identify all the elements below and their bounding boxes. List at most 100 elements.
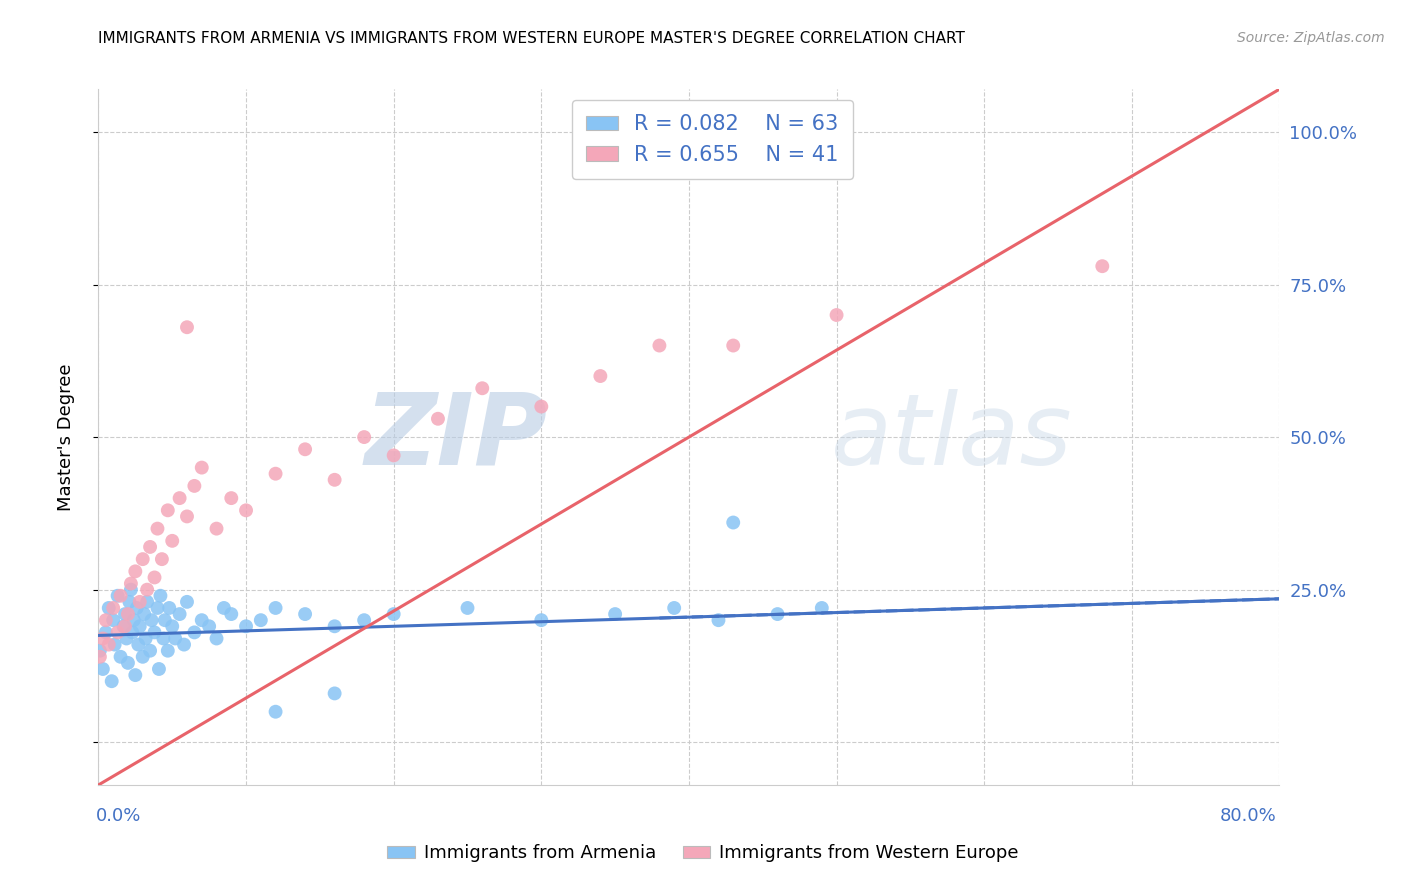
Point: [294, 442, 316, 457]
Point: [97, 601, 120, 615]
Point: [141, 613, 163, 627]
Point: [382, 449, 405, 463]
Point: [117, 607, 139, 621]
Point: [205, 632, 228, 646]
Point: [530, 400, 553, 414]
Point: [149, 589, 172, 603]
Point: [143, 570, 166, 584]
Point: [589, 369, 612, 384]
Point: [382, 607, 405, 621]
Point: [146, 522, 169, 536]
Point: [143, 625, 166, 640]
Point: [176, 509, 198, 524]
Point: [146, 601, 169, 615]
Point: [264, 601, 287, 615]
Point: [120, 576, 142, 591]
Point: [191, 613, 214, 627]
Point: [100, 674, 122, 689]
Text: Source: ZipAtlas.com: Source: ZipAtlas.com: [1237, 31, 1385, 45]
Point: [323, 619, 346, 633]
Point: [156, 503, 179, 517]
Point: [353, 430, 375, 444]
Point: [135, 632, 157, 646]
Point: [169, 491, 191, 505]
Point: [235, 503, 257, 517]
Point: [198, 619, 221, 633]
Point: [162, 533, 183, 548]
Point: [707, 613, 730, 627]
Point: [205, 522, 228, 536]
Point: [114, 619, 136, 633]
Point: [114, 607, 136, 621]
Point: [124, 668, 146, 682]
Point: [89, 649, 111, 664]
Point: [471, 381, 494, 395]
Point: [150, 552, 173, 566]
Point: [139, 540, 162, 554]
Point: [107, 589, 129, 603]
Point: [183, 479, 205, 493]
Point: [124, 565, 146, 579]
Text: atlas: atlas: [831, 389, 1073, 485]
Point: [162, 619, 183, 633]
Text: ZIP: ZIP: [364, 389, 547, 485]
Text: 80.0%: 80.0%: [1220, 807, 1277, 825]
Point: [148, 662, 170, 676]
Point: [456, 601, 478, 615]
Point: [664, 601, 686, 615]
Point: [264, 467, 287, 481]
Point: [94, 613, 117, 627]
Point: [152, 632, 174, 646]
Point: [323, 473, 346, 487]
Point: [723, 516, 745, 530]
Point: [120, 582, 142, 597]
Point: [165, 632, 187, 646]
Point: [219, 607, 242, 621]
Point: [235, 619, 257, 633]
Point: [110, 649, 132, 664]
Text: IMMIGRANTS FROM ARMENIA VS IMMIGRANTS FROM WESTERN EUROPE MASTER'S DEGREE CORREL: IMMIGRANTS FROM ARMENIA VS IMMIGRANTS FR…: [98, 31, 966, 46]
Point: [103, 601, 125, 615]
Point: [176, 320, 198, 334]
Point: [132, 552, 155, 566]
Point: [183, 625, 205, 640]
Point: [97, 638, 120, 652]
Text: 0.0%: 0.0%: [96, 807, 141, 825]
Point: [91, 662, 114, 676]
Point: [107, 625, 129, 640]
Point: [115, 632, 138, 646]
Point: [427, 411, 450, 425]
Point: [132, 649, 155, 664]
Point: [353, 613, 375, 627]
Point: [169, 607, 191, 621]
Y-axis label: Master's Degree: Master's Degree: [56, 363, 75, 511]
Point: [136, 595, 159, 609]
Point: [128, 619, 150, 633]
Point: [173, 638, 195, 652]
Point: [136, 582, 159, 597]
Point: [122, 613, 145, 627]
Point: [219, 491, 242, 505]
Point: [89, 643, 111, 657]
Point: [1091, 259, 1114, 273]
Point: [125, 601, 148, 615]
Point: [176, 595, 198, 609]
Point: [810, 601, 832, 615]
Point: [128, 595, 150, 609]
Point: [103, 613, 125, 627]
Point: [156, 643, 179, 657]
Point: [121, 625, 143, 640]
Point: [153, 613, 176, 627]
Point: [530, 613, 553, 627]
Point: [250, 613, 273, 627]
Point: [605, 607, 627, 621]
Point: [648, 338, 671, 352]
Point: [117, 656, 139, 670]
Point: [127, 638, 149, 652]
Point: [723, 338, 745, 352]
Point: [91, 632, 114, 646]
Point: [157, 601, 180, 615]
Legend: R = 0.082    N = 63, R = 0.655    N = 41: R = 0.082 N = 63, R = 0.655 N = 41: [572, 100, 853, 179]
Point: [323, 686, 346, 700]
Point: [118, 595, 141, 609]
